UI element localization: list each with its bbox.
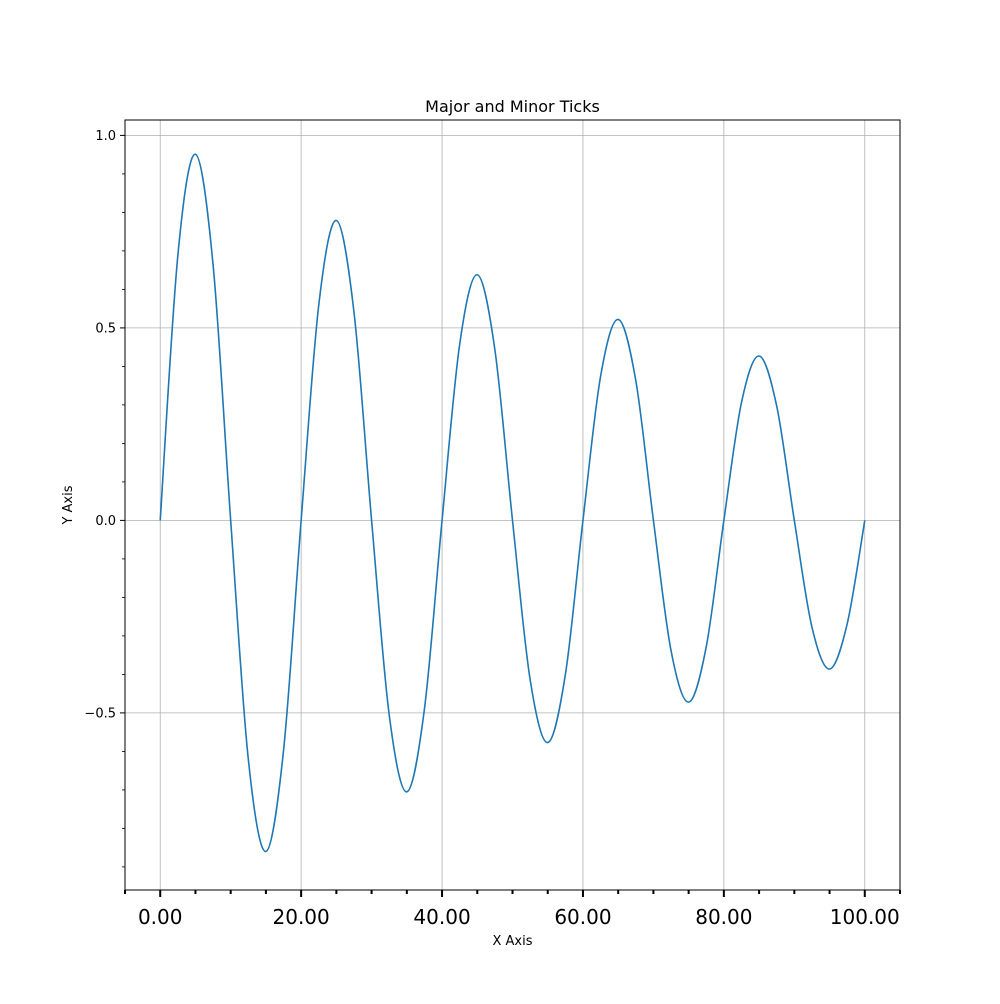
x-tick-label-3: 60.00 — [554, 905, 611, 929]
x-tick-label-2: 40.00 — [413, 905, 470, 929]
ticks-layer: 0.00 20.00 40.00 60.00 80.00 100.00 −0.5 0.0 0.5… — [84, 129, 901, 929]
y-tick-label-3: 1.0 — [95, 129, 116, 144]
y-tick-label-1: 0.0 — [95, 514, 116, 529]
series-line-0 — [159, 153, 866, 853]
chart-title: Major and Minor Ticks — [425, 97, 600, 116]
x-tick-label-1: 20.00 — [273, 905, 330, 929]
x-axis-label: X Axis — [492, 934, 532, 949]
axes-frame — [124, 119, 901, 891]
y-axis-label: Y Axis — [61, 485, 76, 525]
grid-layer — [125, 120, 900, 890]
x-tick-label-5: 100.00 — [830, 905, 900, 929]
x-tick-label-4: 80.00 — [695, 905, 752, 929]
series-layer — [159, 153, 866, 853]
x-tick-label-0: 0.00 — [138, 905, 183, 929]
y-tick-label-0: −0.5 — [84, 706, 116, 721]
y-tick-label-2: 0.5 — [95, 321, 116, 336]
